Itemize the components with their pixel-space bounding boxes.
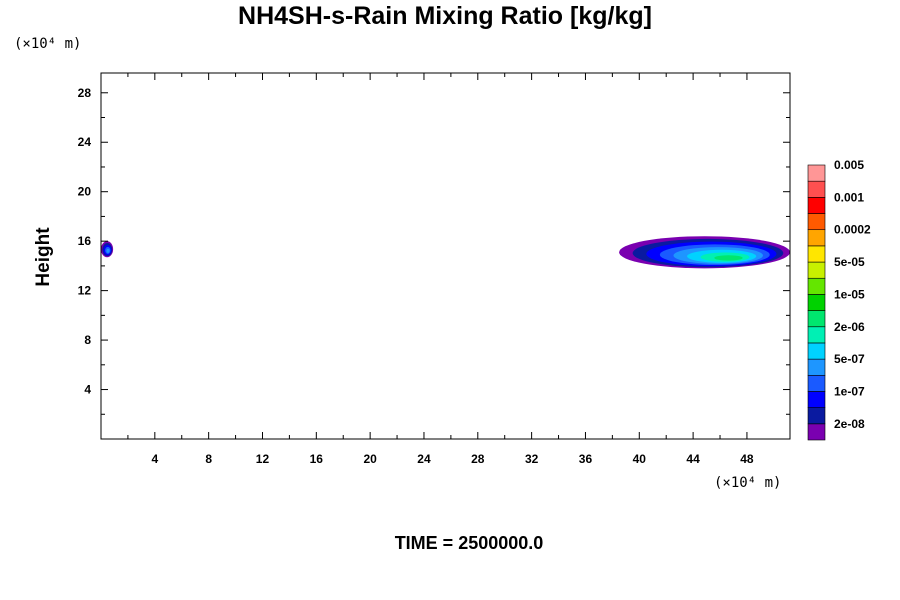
colorbar-swatch bbox=[807, 310, 826, 328]
y-tick-label: 28 bbox=[78, 86, 92, 100]
x-tick-label: 28 bbox=[471, 452, 485, 466]
colorbar-swatch bbox=[807, 407, 826, 425]
x-tick-label: 8 bbox=[205, 452, 212, 466]
x-tick-label: 4 bbox=[151, 452, 158, 466]
colorbar-swatch bbox=[807, 213, 826, 231]
x-tick-label: 16 bbox=[310, 452, 324, 466]
y-unit-label: (×10⁴ m) bbox=[14, 36, 81, 52]
colorbar-label: 5e-05 bbox=[834, 255, 865, 269]
x-tick-label: 32 bbox=[525, 452, 539, 466]
colorbar-labels: 2e-08 1e-07 5e-07 2e-06 1e-05 5e-05 0.0002 0.00… bbox=[834, 158, 871, 431]
y-tick-label: 12 bbox=[78, 284, 92, 298]
x-tick-label: 24 bbox=[417, 452, 431, 466]
contour-level bbox=[106, 248, 110, 253]
colorbar-swatch bbox=[807, 261, 826, 279]
y-tick-label: 4 bbox=[84, 383, 91, 397]
colorbar bbox=[807, 164, 826, 441]
colorbar-swatch bbox=[807, 245, 826, 263]
x-tick-label: 36 bbox=[579, 452, 593, 466]
colorbar-swatch bbox=[807, 164, 826, 182]
colorbar-label: 2e-06 bbox=[834, 320, 865, 334]
y-tick-label: 20 bbox=[78, 185, 92, 199]
colorbar-swatch bbox=[807, 180, 826, 198]
y-tick-label: 24 bbox=[78, 135, 92, 149]
x-tick-label: 20 bbox=[363, 452, 377, 466]
y-tick-label: 8 bbox=[84, 333, 91, 347]
contour-fill bbox=[101, 236, 790, 269]
colorbar-swatch bbox=[807, 197, 826, 214]
colorbar-label: 5e-07 bbox=[834, 352, 865, 366]
colorbar-label: 1e-05 bbox=[834, 287, 865, 301]
y-tick-label: 16 bbox=[78, 234, 92, 248]
colorbar-swatch bbox=[807, 229, 826, 247]
y-tick-labels: 4 8 12 16 20 24 28 bbox=[78, 86, 92, 397]
axis-ticks bbox=[101, 73, 790, 439]
colorbar-label: 0.001 bbox=[834, 190, 864, 204]
colorbar-label: 0.0002 bbox=[834, 223, 871, 237]
chart-title: NH4SH-s-Rain Mixing Ratio [kg/kg] bbox=[238, 2, 652, 30]
plot-frame bbox=[100, 72, 791, 440]
x-tick-label: 44 bbox=[686, 452, 700, 466]
contour-level bbox=[714, 255, 743, 261]
time-label: TIME = 2500000.0 bbox=[395, 533, 544, 553]
colorbar-swatch bbox=[807, 277, 826, 295]
x-tick-labels: 4 8 12 16 20 24 28 32 36 40 44 48 bbox=[151, 452, 753, 466]
x-unit-label: (×10⁴ m) bbox=[714, 475, 781, 491]
colorbar-swatch bbox=[807, 374, 826, 392]
x-tick-label: 40 bbox=[633, 452, 647, 466]
colorbar-label: 0.005 bbox=[834, 158, 864, 172]
colorbar-swatch bbox=[807, 326, 826, 344]
x-tick-label: 48 bbox=[740, 452, 754, 466]
colorbar-label: 2e-08 bbox=[834, 417, 865, 431]
colorbar-swatch bbox=[807, 342, 826, 360]
colorbar-swatch bbox=[807, 294, 826, 311]
colorbar-swatch bbox=[807, 358, 826, 376]
y-axis-label: Height bbox=[33, 227, 54, 287]
x-tick-label: 12 bbox=[256, 452, 270, 466]
colorbar-label: 1e-07 bbox=[834, 384, 865, 398]
colorbar-swatch bbox=[807, 423, 826, 441]
colorbar-swatch bbox=[807, 391, 826, 408]
